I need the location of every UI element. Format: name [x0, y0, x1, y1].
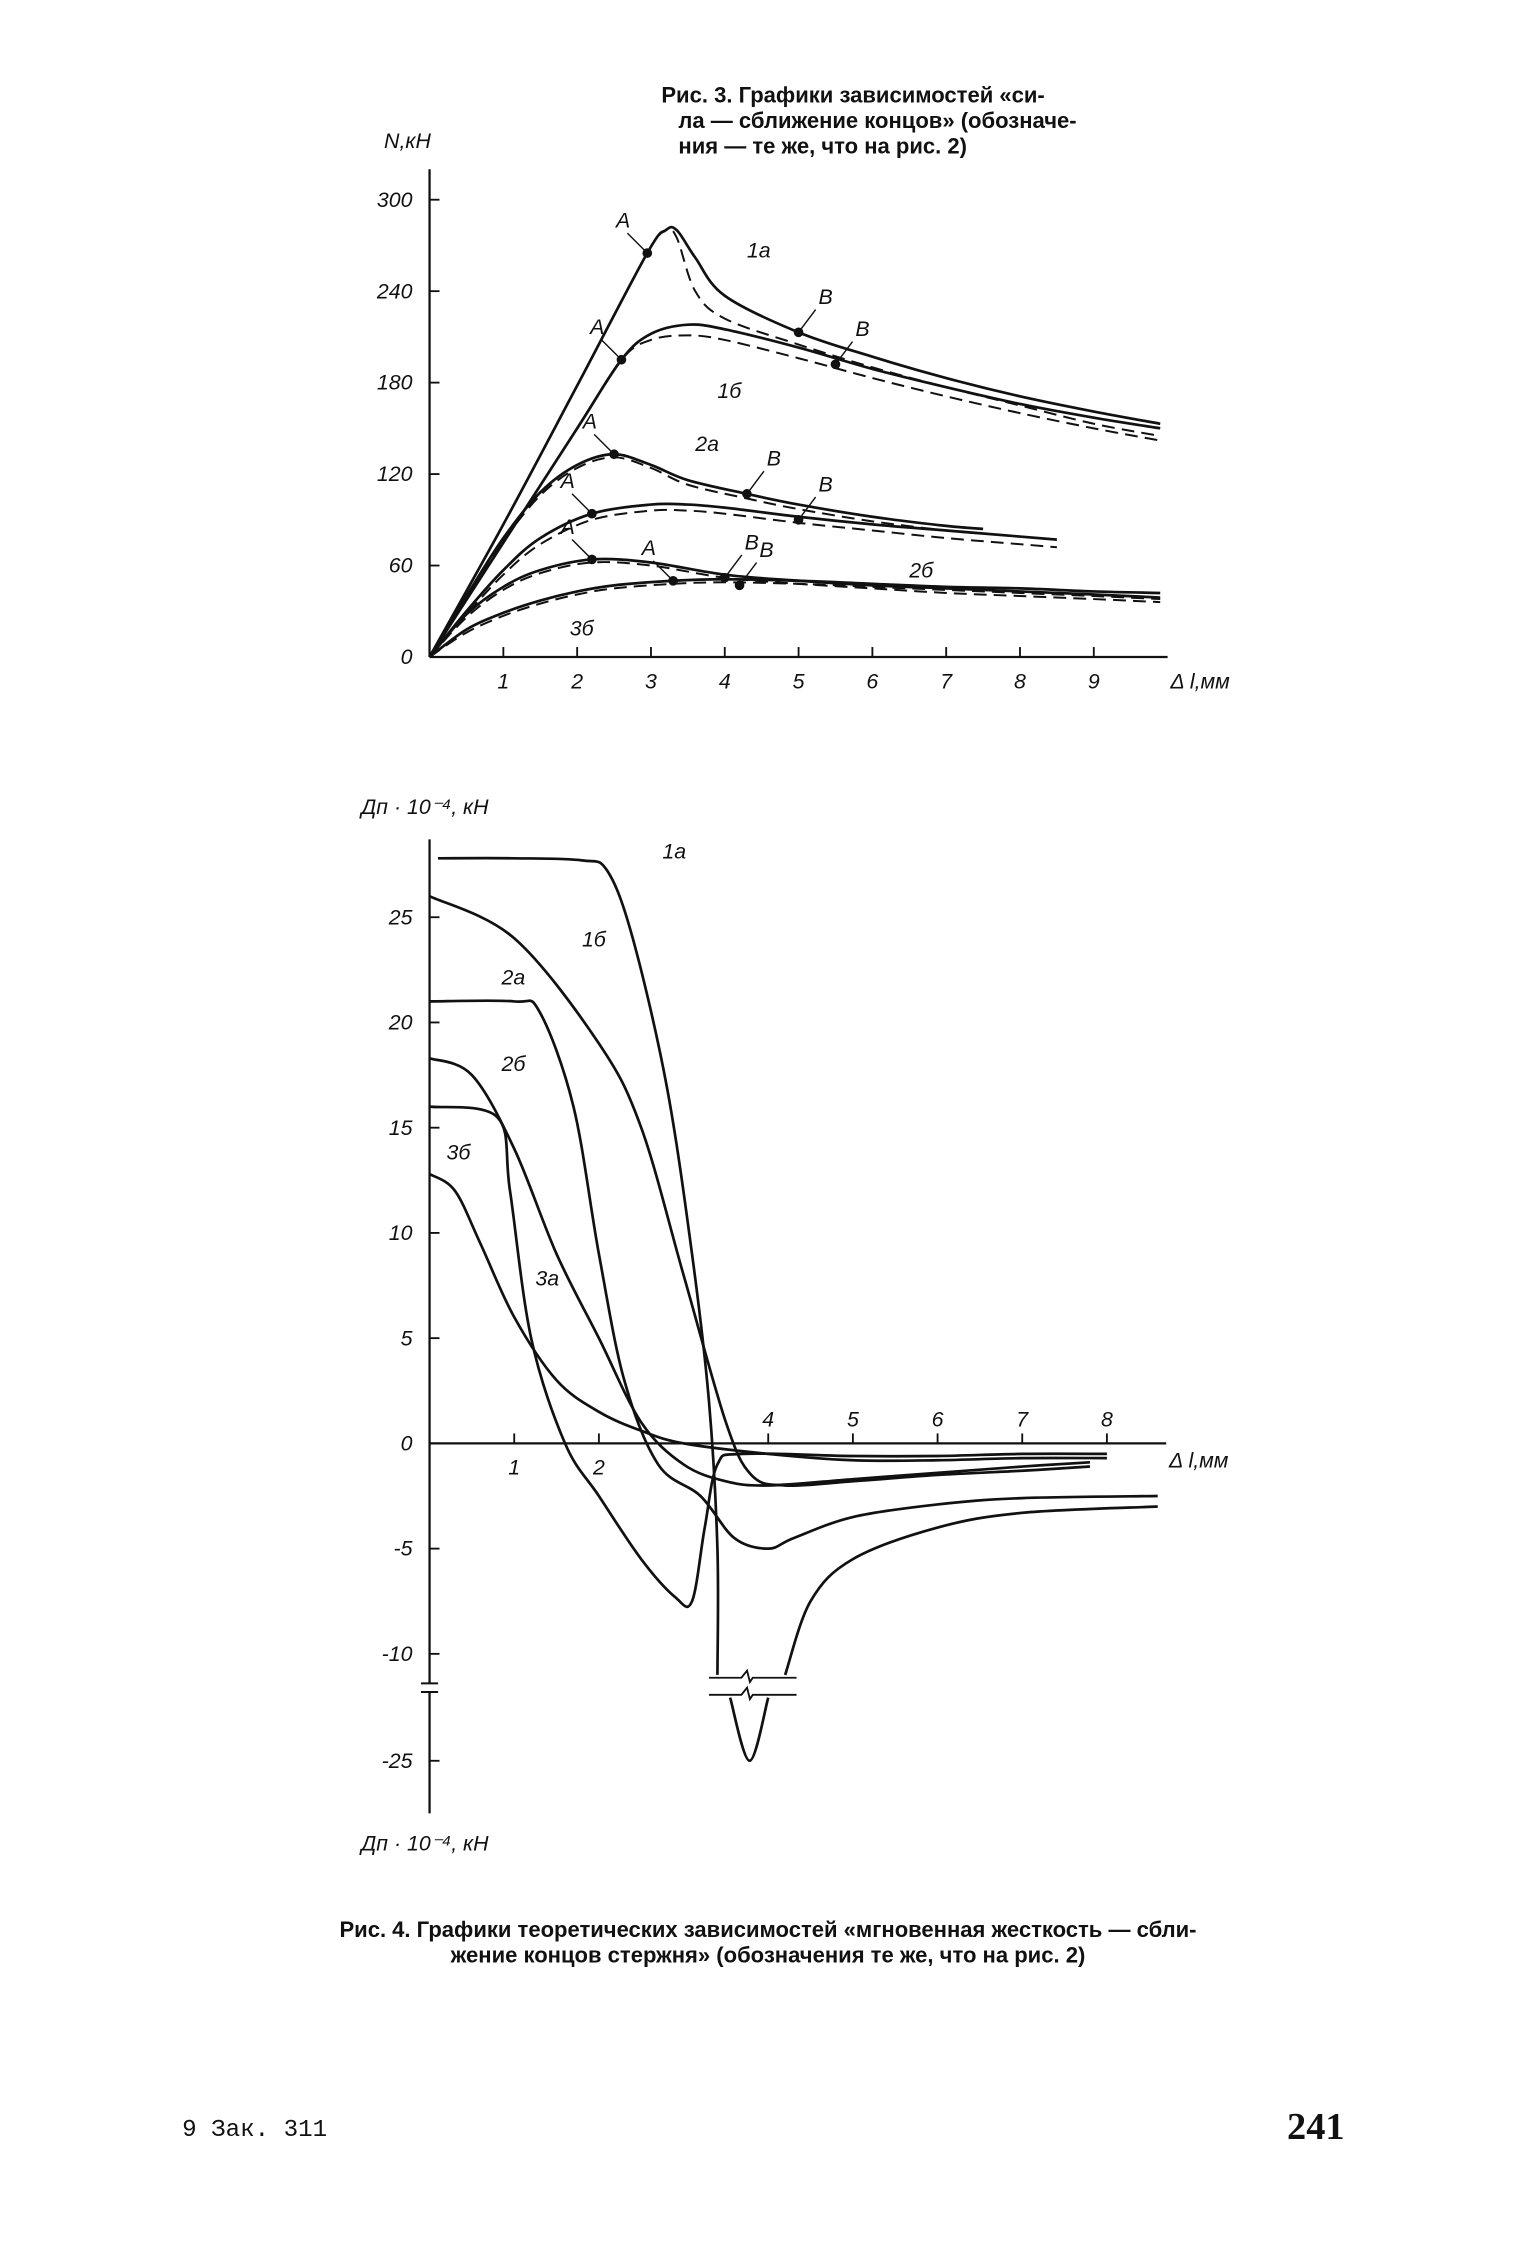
page-number: 241	[1287, 2106, 1345, 2148]
point-label: A	[640, 536, 656, 560]
point-leader	[571, 539, 593, 560]
x-tick-label: 6	[866, 669, 878, 693]
figure-caption: жение концов стержня» (обозначения те же…	[450, 1942, 1086, 1967]
x-tick-label: 4	[719, 669, 731, 693]
y-tick-label: 300	[377, 188, 413, 212]
point-leader	[571, 493, 593, 515]
point-label: B	[818, 472, 832, 496]
footer-left: 9 Зак. 311	[182, 2117, 327, 2144]
curve-label: 2б	[908, 559, 934, 583]
point-label: A	[559, 469, 575, 493]
x-tick-label: 1	[497, 669, 509, 693]
point-leader	[593, 433, 615, 455]
point-leader	[746, 470, 765, 495]
y-tick-label: 20	[388, 1011, 413, 1035]
y-tick-label: 25	[388, 905, 413, 929]
curve-label: 2б	[501, 1052, 527, 1076]
point-leader	[601, 339, 622, 361]
curve	[429, 1056, 1091, 1487]
x-tick-label: 7	[940, 669, 953, 693]
x-tick-label: 5	[847, 1407, 859, 1431]
point-leader	[626, 232, 648, 254]
curve-label: 1б	[717, 379, 742, 403]
y-tick-label: 15	[389, 1116, 413, 1140]
y-tick-label: 0	[401, 1431, 413, 1455]
curve	[429, 999, 1158, 1550]
x-tick-label: 9	[1088, 669, 1100, 693]
curve-label: 1а	[662, 839, 686, 863]
y-tick-label: -25	[382, 1749, 413, 1773]
point-label: A	[614, 208, 630, 232]
curve-label: 3б	[570, 617, 595, 641]
y-tick-label: -5	[394, 1537, 413, 1561]
point-leader	[798, 496, 817, 521]
y-tick-label: 180	[377, 371, 413, 395]
break-mark	[708, 1668, 797, 1685]
figure-caption: ния — те же, что на рис. 2)	[678, 134, 967, 159]
point-leader	[798, 309, 817, 333]
point-label: A	[588, 315, 604, 339]
point-leader	[724, 554, 743, 579]
x-tick-label: 5	[793, 669, 805, 693]
break-mark	[708, 1685, 797, 1702]
curve-label: 3б	[446, 1140, 471, 1164]
curve	[428, 502, 1058, 658]
figure-caption: Рис. 4. Графики теоретических зависимост…	[339, 1917, 1196, 1942]
curve	[428, 456, 984, 658]
y-tick-label: 60	[389, 554, 413, 578]
x-tick-label: 3	[645, 669, 657, 693]
point-leader	[652, 560, 674, 582]
x-tick-label: 8	[1101, 1407, 1113, 1431]
curve	[428, 452, 984, 658]
figure-caption: ла — сближение концов» (обозначе-	[678, 108, 1076, 133]
curve	[429, 581, 1161, 658]
x-axis-label: Δ l,мм	[1169, 669, 1230, 693]
curve	[428, 894, 1091, 1488]
curve	[428, 557, 1161, 658]
x-tick-label: 2	[570, 669, 583, 693]
curve	[429, 1105, 1107, 1609]
y-axis-label: N,кН	[384, 129, 431, 153]
x-axis-label: Δ l,мм	[1168, 1449, 1229, 1473]
point-label: A	[559, 515, 575, 539]
y-axis-label-bottom: Дп · 10⁻⁴, кН	[359, 1831, 489, 1855]
point-leader	[834, 341, 854, 365]
x-tick-label: 7	[1016, 1407, 1029, 1431]
curve	[428, 227, 1161, 658]
curve-label: 1а	[747, 239, 771, 263]
curve	[428, 508, 1057, 658]
curve-label: 2а	[694, 432, 719, 456]
curve	[428, 334, 1161, 658]
curve	[428, 323, 1161, 658]
point-label: B	[767, 446, 781, 470]
x-tick-label: 1	[508, 1456, 520, 1480]
curve-label: 1б	[582, 928, 607, 952]
point-label: B	[818, 285, 832, 309]
x-tick-label: 8	[1014, 669, 1026, 693]
curve	[428, 577, 1161, 659]
x-tick-label: 4	[762, 1407, 774, 1431]
point-label: B	[759, 538, 773, 562]
curve	[428, 561, 1161, 658]
figure-caption: Рис. 3. Графики зависимостей «си-	[661, 82, 1044, 107]
point-leader	[738, 562, 758, 586]
y-axis-label: Дп · 10⁻⁴, кН	[359, 795, 489, 819]
y-tick-label: 0	[401, 645, 413, 669]
y-tick-label: 240	[376, 279, 413, 303]
y-tick-label: 10	[389, 1221, 413, 1245]
curve	[438, 856, 1158, 1763]
x-tick-label: 6	[932, 1407, 944, 1431]
y-tick-label: 120	[377, 462, 413, 486]
curve	[428, 1172, 1107, 1463]
curve-label: 3а	[535, 1267, 559, 1291]
point-label: B	[745, 530, 759, 554]
curve-label: 2а	[501, 966, 526, 990]
y-tick-label: -10	[382, 1642, 413, 1666]
y-tick-label: 5	[401, 1326, 413, 1350]
point-label: B	[855, 317, 869, 341]
point-label: A	[581, 410, 597, 434]
x-tick-label: 2	[592, 1456, 605, 1480]
